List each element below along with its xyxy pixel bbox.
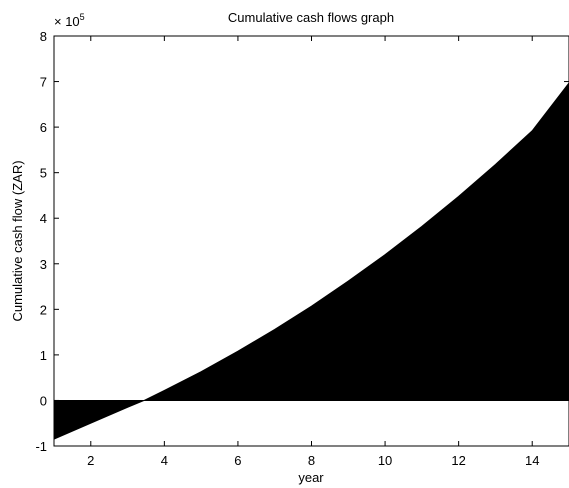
y-axis-label: Cumulative cash flow (ZAR) [10,160,25,321]
y-tick-label: 7 [40,75,47,90]
chart-title: Cumulative cash flows graph [228,10,394,25]
y-tick-label: 4 [40,211,47,226]
y-tick-label: 0 [40,393,47,408]
svg-text:× 105: × 105 [54,12,85,29]
x-axis: 2 4 6 8 10 12 14 [87,36,539,468]
x-tick-label: 12 [451,453,465,468]
x-tick-label: 2 [87,453,94,468]
x-axis-label: year [298,470,324,485]
y-tick-label: 5 [40,166,47,181]
x-tick-label: 8 [308,453,315,468]
y-axis: -1 0 1 2 3 4 5 6 7 8 [35,29,569,454]
y-scale-multiplier: × 105 [54,12,85,29]
x-tick-label: 6 [234,453,241,468]
y-tick-label: 8 [40,29,47,44]
x-tick-label: 14 [525,453,539,468]
y-tick-label: 1 [40,348,47,363]
y-tick-label: -1 [35,439,47,454]
y-tick-label: 6 [40,120,47,135]
y-scale-prefix: × 10 [54,14,80,29]
y-scale-exponent: 5 [80,12,85,22]
cash-flow-area [53,82,569,440]
x-tick-label: 10 [378,453,392,468]
y-tick-label: 3 [40,257,47,272]
x-tick-label: 4 [161,453,168,468]
y-tick-label: 2 [40,302,47,317]
